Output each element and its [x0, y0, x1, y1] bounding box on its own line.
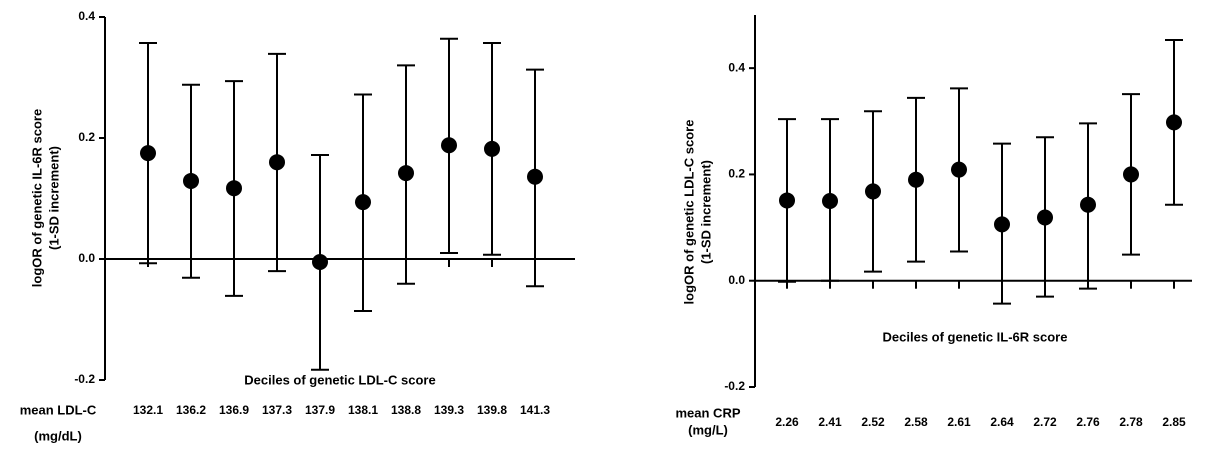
point [355, 194, 371, 211]
y-tick-label: 0.0 [78, 251, 95, 265]
x-tick-label: 141.3 [520, 403, 550, 417]
x-tick-label: 2.58 [904, 415, 928, 429]
point [994, 216, 1010, 233]
x-tick-label: 136.9 [219, 403, 249, 417]
x-tick-label: 2.64 [990, 415, 1014, 429]
x-tick-label: 2.41 [818, 415, 842, 429]
category-title: (mg/dL) [34, 428, 82, 443]
y-tick-label: 0.2 [78, 130, 95, 144]
y-tick-label: 0.4 [78, 9, 95, 23]
point [908, 171, 924, 188]
point [865, 183, 881, 200]
x-tick-label: 138.1 [348, 403, 378, 417]
category-title: mean LDL-C [20, 402, 97, 417]
x-tick-label: 139.3 [434, 403, 464, 417]
x-tick-label: 2.52 [861, 415, 885, 429]
y-axis-label: logOR of genetic LDL-C score [681, 120, 696, 305]
y-tick-label: 0.4 [728, 60, 745, 74]
x-tick-label: 138.8 [391, 403, 421, 417]
y-axis-label: (1-SD increment) [46, 146, 61, 250]
x-tick-label: 2.85 [1162, 415, 1186, 429]
y-tick-label: 0.2 [728, 167, 745, 181]
point [398, 165, 414, 182]
x-tick-label: 2.26 [775, 415, 799, 429]
y-tick-label: 0.0 [728, 273, 745, 287]
x-tick-label: 2.61 [947, 415, 971, 429]
point [951, 161, 967, 178]
point [183, 172, 199, 189]
x-tick-label: 132.1 [133, 403, 163, 417]
point [527, 168, 543, 185]
point [1080, 196, 1096, 213]
x-tick-label: 2.76 [1076, 415, 1100, 429]
point [312, 254, 328, 271]
x-tick-label: 2.72 [1033, 415, 1057, 429]
x-tick-label: 139.8 [477, 403, 507, 417]
y-axis-label: logOR of genetic IL-6R score [29, 109, 44, 287]
x-tick-label: 2.78 [1119, 415, 1143, 429]
y-axis-label: (1-SD increment) [698, 160, 713, 264]
point [140, 145, 156, 162]
x-tick-label: 137.9 [305, 403, 335, 417]
point [269, 154, 285, 171]
point [1166, 114, 1182, 131]
point [1123, 166, 1139, 183]
point [484, 140, 500, 157]
point [822, 193, 838, 209]
x-tick-label: 137.3 [262, 403, 292, 417]
x-axis-label: Deciles of genetic IL-6R score [883, 329, 1068, 344]
point [1037, 209, 1053, 226]
point [226, 180, 242, 197]
point [779, 192, 795, 209]
x-axis-label: Deciles of genetic LDL-C score [244, 372, 435, 387]
category-title: mean CRP [675, 405, 740, 420]
category-title: (mg/L) [688, 422, 728, 437]
y-tick-label: -0.2 [724, 379, 745, 393]
point [441, 137, 457, 154]
x-tick-label: 136.2 [176, 403, 206, 417]
y-tick-label: -0.2 [74, 372, 95, 386]
